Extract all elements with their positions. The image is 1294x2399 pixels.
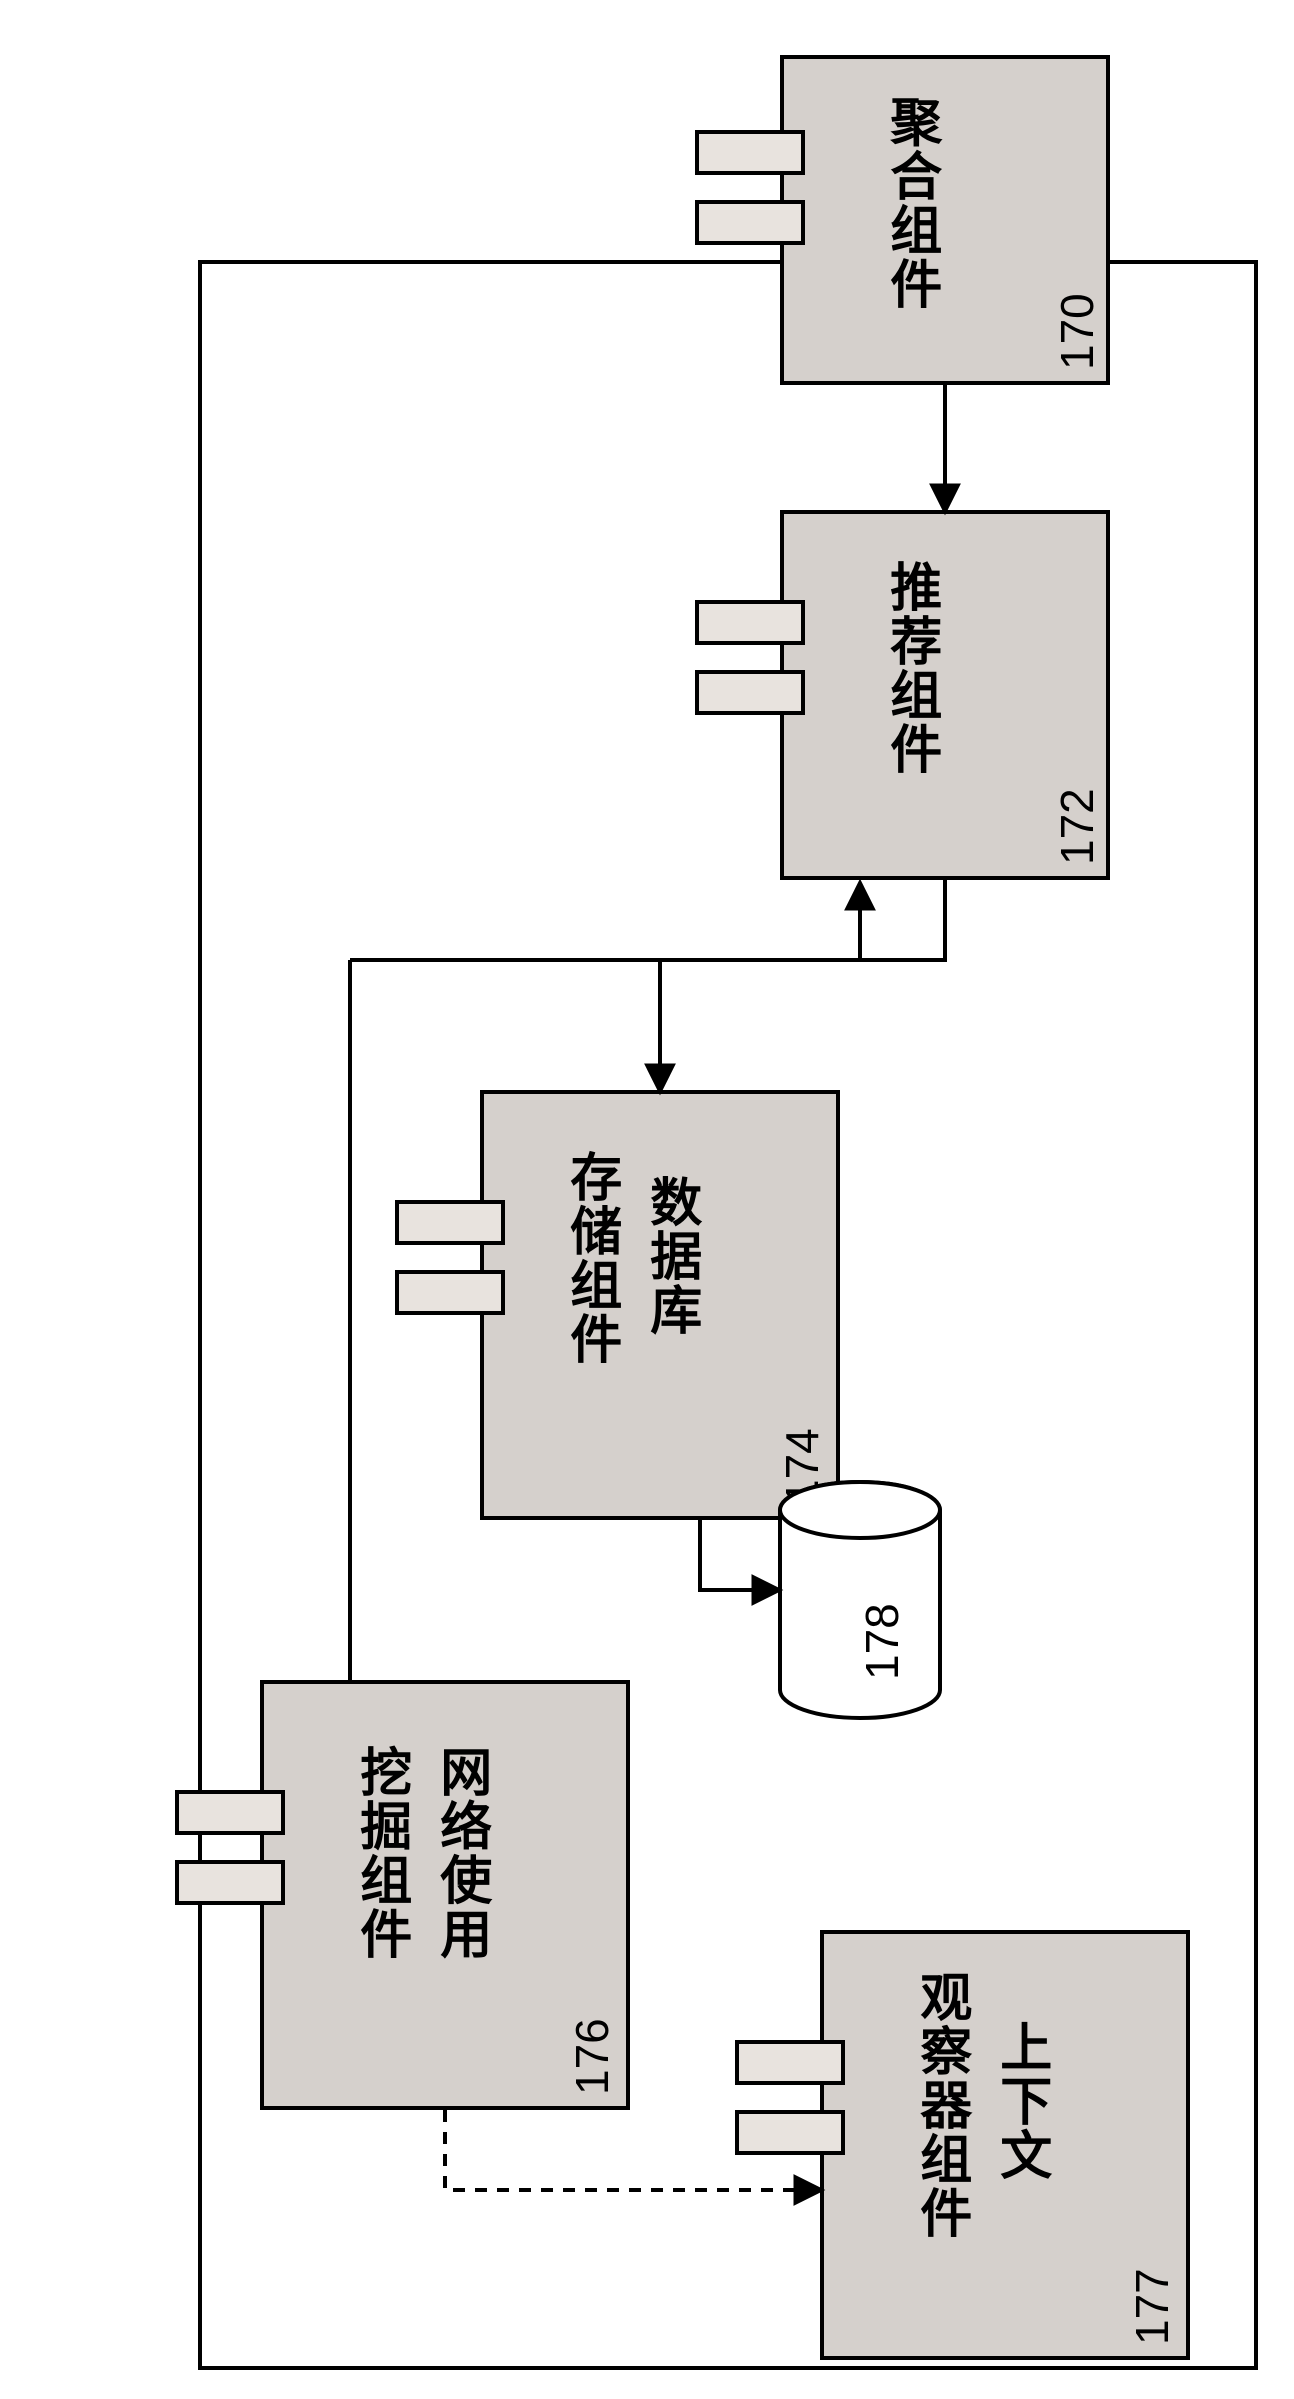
- node-170-label: 聚合组件: [880, 95, 940, 311]
- node-172-lug-2: [695, 670, 805, 715]
- node-177-label-1: 上下文: [990, 2020, 1050, 2182]
- node-177-id: 177: [1125, 2268, 1179, 2345]
- node-172-id: 172: [1050, 788, 1104, 865]
- node-177-label-2: 观察器组件: [910, 1970, 970, 2240]
- node-174-label-1: 数据库: [640, 1175, 700, 1337]
- node-176-label-1: 网络使用: [430, 1745, 490, 1961]
- node-172-label: 推荐组件: [880, 560, 940, 776]
- node-176-lug-1: [175, 1790, 285, 1835]
- node-170-id: 170: [1050, 293, 1104, 370]
- node-176-label-2: 挖掘组件: [350, 1745, 410, 1961]
- node-177-lug-2: [735, 2110, 845, 2155]
- node-174-lug-2: [395, 1270, 505, 1315]
- node-174-lug-1: [395, 1200, 505, 1245]
- node-176-lug-2: [175, 1860, 285, 1905]
- node-174-label-2: 存储组件: [560, 1150, 620, 1366]
- node-177-lug-1: [735, 2040, 845, 2085]
- node-172-lug-1: [695, 600, 805, 645]
- cylinder-178-id: 178: [855, 1603, 909, 1680]
- node-176-id: 176: [565, 2018, 619, 2095]
- node-170-lug-1: [695, 130, 805, 175]
- node-174-id: 174: [775, 1428, 829, 1505]
- node-170-lug-2: [695, 200, 805, 245]
